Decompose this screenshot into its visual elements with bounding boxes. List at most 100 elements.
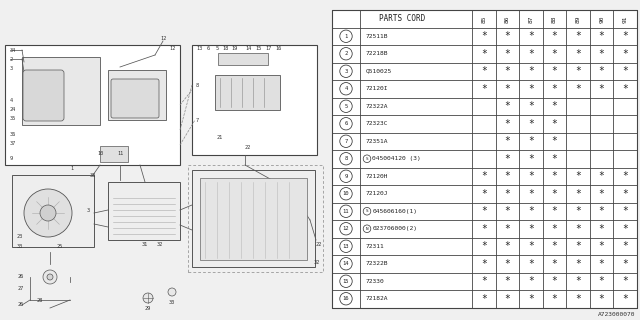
Text: *: * xyxy=(504,259,510,269)
Text: 91: 91 xyxy=(623,15,628,22)
Text: 11: 11 xyxy=(343,209,349,214)
Text: 72182A: 72182A xyxy=(366,296,388,301)
Text: *: * xyxy=(504,224,510,234)
Text: *: * xyxy=(598,206,605,216)
Bar xyxy=(200,178,307,260)
Text: *: * xyxy=(528,66,534,76)
Text: *: * xyxy=(528,276,534,286)
Text: 72120J: 72120J xyxy=(366,191,388,196)
Text: *: * xyxy=(481,241,487,251)
Text: *: * xyxy=(504,84,510,94)
Text: 1: 1 xyxy=(344,34,348,39)
Text: *: * xyxy=(622,276,628,286)
Text: 33: 33 xyxy=(90,172,96,178)
Text: 8: 8 xyxy=(344,156,348,161)
Text: 85: 85 xyxy=(481,15,486,22)
Text: *: * xyxy=(622,84,628,94)
Text: 17: 17 xyxy=(265,45,271,51)
Text: *: * xyxy=(528,49,534,59)
Text: *: * xyxy=(622,224,628,234)
Text: N: N xyxy=(365,227,368,231)
Text: 33: 33 xyxy=(17,244,23,250)
Text: 31: 31 xyxy=(142,242,148,246)
Text: *: * xyxy=(622,294,628,304)
Text: 90: 90 xyxy=(599,15,604,22)
Text: *: * xyxy=(622,259,628,269)
Text: *: * xyxy=(552,101,557,111)
Text: 13: 13 xyxy=(196,45,202,51)
Circle shape xyxy=(40,205,56,221)
Text: *: * xyxy=(552,259,557,269)
Bar xyxy=(108,70,166,120)
Text: *: * xyxy=(552,189,557,199)
Bar xyxy=(5,45,180,165)
Text: *: * xyxy=(552,66,557,76)
Text: 26: 26 xyxy=(18,302,24,308)
Text: *: * xyxy=(528,189,534,199)
Text: *: * xyxy=(481,206,487,216)
Text: *: * xyxy=(575,31,581,41)
Text: 9: 9 xyxy=(10,156,13,161)
Bar xyxy=(218,53,268,65)
Text: *: * xyxy=(528,171,534,181)
Text: *: * xyxy=(552,171,557,181)
Text: *: * xyxy=(598,224,605,234)
Bar xyxy=(12,175,94,247)
Text: 4: 4 xyxy=(10,98,13,102)
Text: 34: 34 xyxy=(10,47,16,52)
Text: *: * xyxy=(481,294,487,304)
Text: *: * xyxy=(528,101,534,111)
Text: 14: 14 xyxy=(343,261,349,266)
Text: 35: 35 xyxy=(10,116,16,121)
Text: *: * xyxy=(552,31,557,41)
Text: *: * xyxy=(504,49,510,59)
Text: *: * xyxy=(575,241,581,251)
Text: *: * xyxy=(575,276,581,286)
Text: 72322B: 72322B xyxy=(366,261,388,266)
Text: 14: 14 xyxy=(245,45,251,51)
Text: PARTS CORD: PARTS CORD xyxy=(379,14,425,23)
Text: 12: 12 xyxy=(160,36,166,41)
Text: 72120H: 72120H xyxy=(366,174,388,179)
Text: *: * xyxy=(481,224,487,234)
Text: 24: 24 xyxy=(10,107,16,111)
Circle shape xyxy=(24,189,72,237)
Bar xyxy=(108,182,180,240)
Text: *: * xyxy=(481,259,487,269)
Text: S: S xyxy=(365,209,368,213)
Bar xyxy=(192,45,317,155)
Text: 12: 12 xyxy=(169,45,175,51)
Text: 15: 15 xyxy=(343,279,349,284)
Text: *: * xyxy=(504,171,510,181)
Text: *: * xyxy=(528,206,534,216)
Text: *: * xyxy=(598,294,605,304)
Text: *: * xyxy=(528,259,534,269)
Text: *: * xyxy=(552,294,557,304)
Text: 7: 7 xyxy=(196,117,199,123)
Text: *: * xyxy=(552,84,557,94)
Text: *: * xyxy=(552,119,557,129)
Text: 32: 32 xyxy=(314,260,320,265)
Bar xyxy=(332,10,637,308)
Text: 32: 32 xyxy=(157,242,163,246)
Text: *: * xyxy=(575,294,581,304)
Text: 3: 3 xyxy=(10,66,13,70)
Text: *: * xyxy=(552,154,557,164)
Text: 23: 23 xyxy=(17,235,23,239)
Text: *: * xyxy=(504,206,510,216)
Text: 30: 30 xyxy=(169,300,175,305)
Text: 29: 29 xyxy=(145,306,151,310)
Text: *: * xyxy=(552,206,557,216)
Text: 6: 6 xyxy=(344,121,348,126)
Text: 36: 36 xyxy=(10,132,16,137)
Text: 19: 19 xyxy=(231,45,237,51)
Text: 6: 6 xyxy=(207,45,209,51)
Bar xyxy=(22,57,100,125)
Circle shape xyxy=(43,270,57,284)
Text: *: * xyxy=(598,171,605,181)
Text: 72218B: 72218B xyxy=(366,51,388,56)
Text: *: * xyxy=(528,241,534,251)
FancyBboxPatch shape xyxy=(111,79,159,118)
Text: *: * xyxy=(481,84,487,94)
Text: A723000070: A723000070 xyxy=(598,313,635,317)
